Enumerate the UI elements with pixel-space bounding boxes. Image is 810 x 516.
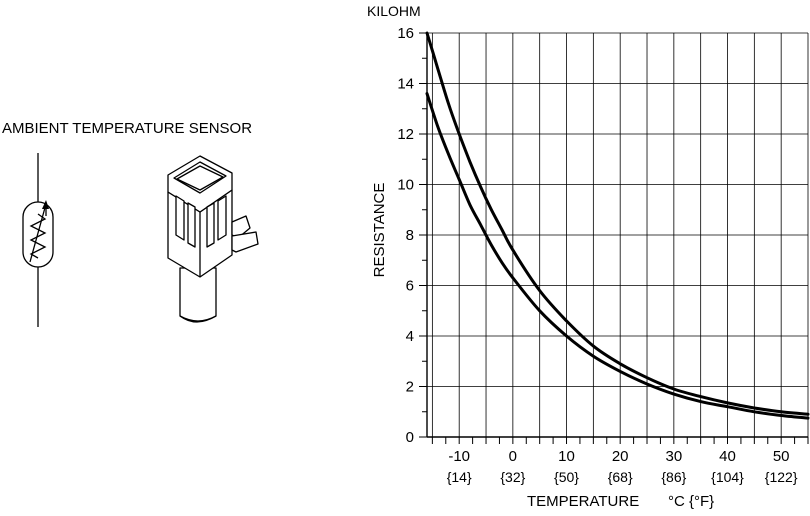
chart-tick-labels: 0 2 4 6 8 10 12 14 16 -10 {14} 0 {32} 10 {50} 20 {68} 30 {… <box>397 25 798 485</box>
x-tick-sublabel: {122} <box>765 469 798 485</box>
series-upper-line <box>425 31 810 416</box>
resistance-temperature-chart: 0 2 4 6 8 10 12 14 16 -10 {14} 0 {32} 10 {50} 20 {68} 30 {… <box>367 3 810 510</box>
y-tick-label: 12 <box>397 126 414 143</box>
x-tick-sublabel: {68} <box>608 469 633 485</box>
x-tick-label: 30 <box>666 448 683 465</box>
x-tick-label: 40 <box>719 448 736 465</box>
x-tick-sublabel: {86} <box>661 469 686 485</box>
x-tick-sublabel: {32} <box>500 469 525 485</box>
x-tick-label: 50 <box>773 448 790 465</box>
y-axis-label: RESISTANCE <box>371 183 388 278</box>
x-axis-unit: °C {°F} <box>668 493 714 510</box>
sensor-title: AMBIENT TEMPERATURE SENSOR <box>2 120 252 137</box>
y-tick-label: 14 <box>397 76 414 93</box>
x-axis-label: TEMPERATURE <box>527 493 639 510</box>
x-tick-sublabel: {104} <box>711 469 744 485</box>
series-lower-line <box>425 92 810 420</box>
x-tick-label: 20 <box>612 448 629 465</box>
y-tick-label: 10 <box>397 177 414 194</box>
y-tick-label: 16 <box>397 25 414 42</box>
chart-axes <box>419 32 809 444</box>
y-tick-label: 4 <box>406 328 414 345</box>
y-tick-label: 2 <box>406 379 414 396</box>
x-tick-label: -10 <box>448 448 470 465</box>
y-axis-unit: KILOHM <box>367 3 421 19</box>
x-tick-label: 0 <box>509 448 517 465</box>
x-tick-sublabel: {14} <box>447 469 472 485</box>
y-tick-label: 6 <box>406 278 414 295</box>
y-tick-label: 8 <box>406 227 414 244</box>
chart-series <box>425 31 810 420</box>
x-tick-label: 10 <box>558 448 575 465</box>
x-tick-sublabel: {50} <box>554 469 579 485</box>
chart-grid <box>427 32 809 437</box>
sensor-part-icon <box>167 155 259 323</box>
thermistor-symbol-icon <box>22 153 54 327</box>
y-tick-label: 0 <box>406 429 414 446</box>
